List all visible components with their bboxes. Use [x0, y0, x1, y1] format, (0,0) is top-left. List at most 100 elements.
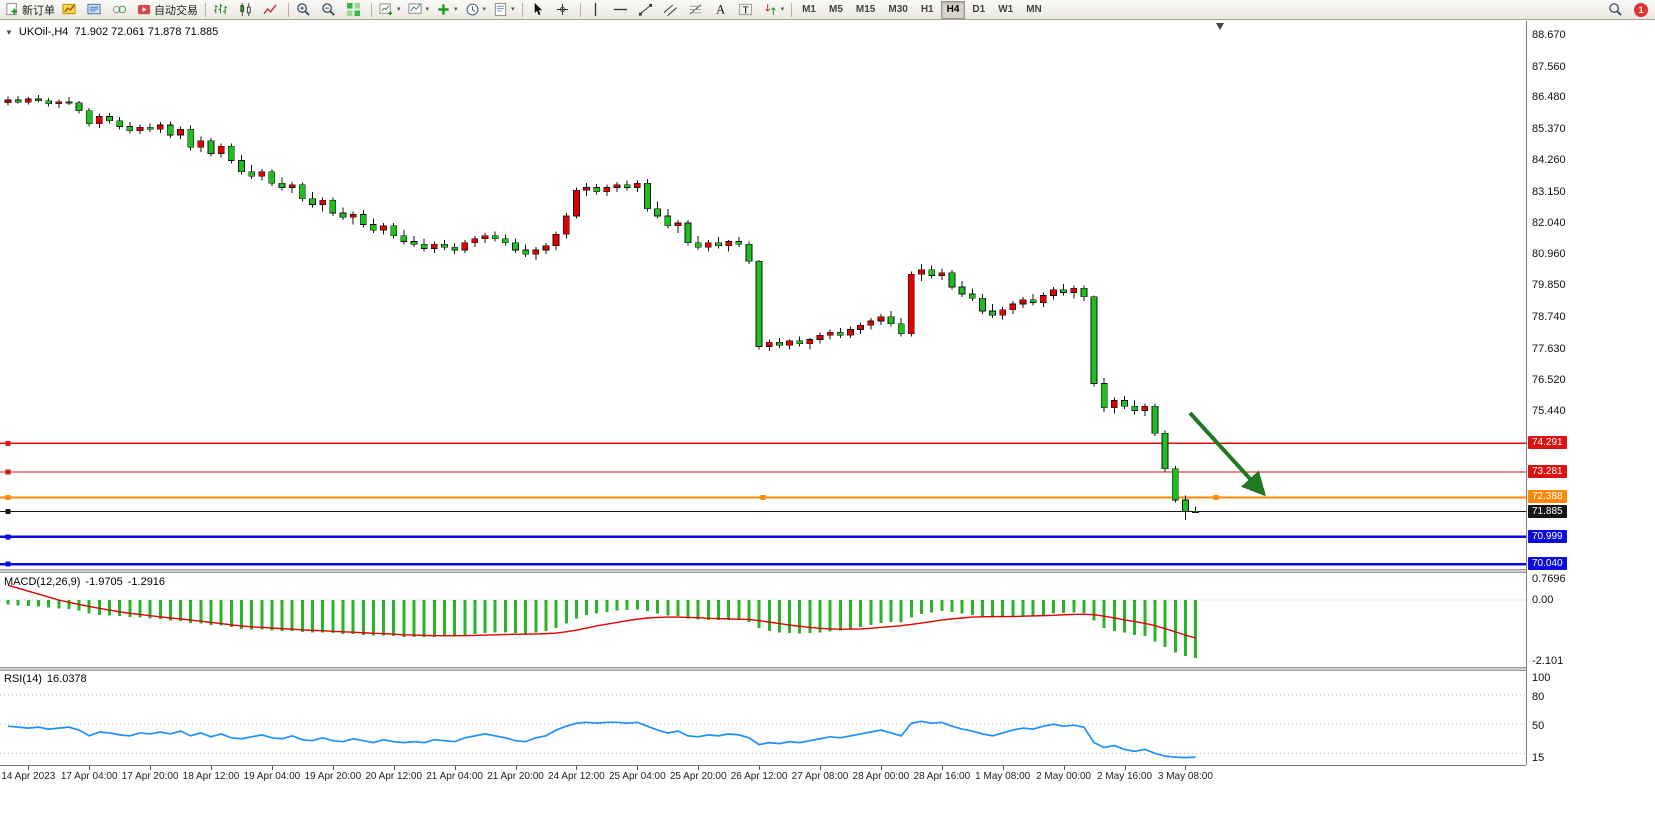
price-scale-label: 79.850: [1532, 279, 1566, 292]
time-axis-tick: [880, 766, 882, 770]
timeframe-m5[interactable]: M5: [829, 4, 843, 15]
macd-header: MACD(12,26,9) -1.9705 -1.2916: [4, 576, 170, 588]
horizontal-line-button[interactable]: [610, 0, 634, 20]
new-chart-button[interactable]: ▾: [376, 0, 404, 20]
bar-chart-icon: [213, 2, 228, 17]
cursor-button[interactable]: [527, 0, 551, 20]
time-axis-tick: [1063, 766, 1065, 770]
time-axis-tick: [454, 766, 456, 770]
price-scale-label: 88.670: [1532, 29, 1566, 41]
time-axis-label: 18 Apr 12:00: [182, 771, 240, 782]
auto-trading-icon: [137, 2, 152, 17]
indicators-button[interactable]: ▾: [433, 0, 461, 20]
price-tag: 71.885: [1528, 504, 1567, 518]
price-tag: 70.040: [1528, 557, 1567, 571]
chevron-down-icon: ▾: [482, 6, 487, 13]
candlestick-chart-button[interactable]: [235, 0, 259, 20]
time-axis-tick: [393, 766, 395, 770]
chart-shift-marker[interactable]: [1216, 23, 1224, 30]
fibonacci-icon: [688, 2, 703, 17]
panel-separator[interactable]: [0, 569, 1655, 573]
profiles-button[interactable]: ▾: [405, 0, 433, 20]
templates-icon: [493, 2, 508, 17]
candles-series: [4, 95, 1199, 520]
time-axis-label: 19 Apr 04:00: [243, 771, 301, 782]
time-axis-label: 17 Apr 20:00: [121, 771, 179, 782]
timeframe-m1[interactable]: M1: [802, 4, 816, 15]
time-axis-label: 21 Apr 20:00: [487, 771, 544, 782]
time-axis-label: 1 May 08:00: [975, 771, 1031, 782]
price-scale-label: 87.560: [1532, 60, 1566, 73]
tile-windows-button[interactable]: [343, 0, 367, 20]
time-axis-label: 3 May 08:00: [1157, 771, 1213, 782]
templates-button[interactable]: ▾: [490, 0, 518, 20]
price-scale-label: 85.370: [1532, 122, 1566, 135]
arrows-button[interactable]: ▾: [760, 0, 788, 20]
time-axis-tick: [1185, 766, 1187, 770]
vertical-line-button[interactable]: [585, 0, 609, 20]
macd-scale-label: 0.00: [1532, 594, 1554, 606]
indicators-icon: [436, 2, 451, 17]
zoom-in-button[interactable]: [293, 0, 317, 20]
time-axis-tick: [941, 766, 943, 770]
time-axis[interactable]: 14 Apr 2023 17 Apr 04:00 17 Apr 20:00 18 Ap…: [0, 765, 1526, 783]
search-icon[interactable]: [1605, 0, 1629, 20]
tile-windows-icon: [346, 2, 361, 17]
macd-value-main: -1.9705: [85, 576, 123, 588]
time-axis-label: 20 Apr 12:00: [365, 771, 423, 782]
timeframe-d1[interactable]: D1: [972, 4, 986, 15]
new-order-icon: [5, 2, 20, 17]
macd-panel[interactable]: [0, 572, 1526, 668]
timeframe-m15[interactable]: M15: [855, 4, 876, 15]
trendline-button[interactable]: [635, 0, 659, 20]
crosshair-button[interactable]: [552, 0, 576, 20]
rsi-scale-label: 50: [1532, 720, 1545, 732]
price-scale-label: 77.630: [1532, 342, 1566, 355]
timeframe-m30[interactable]: M30: [888, 4, 908, 15]
timeframe-h4[interactable]: H4: [940, 0, 966, 19]
panel-separator[interactable]: [0, 667, 1655, 671]
label-icon: T: [738, 2, 753, 17]
time-axis-tick: [1002, 766, 1004, 770]
line-chart-button[interactable]: [260, 0, 284, 20]
one-click-trading-toggle[interactable]: ▼: [5, 27, 13, 37]
charts-button[interactable]: [59, 0, 83, 20]
periods-button[interactable]: ▾: [462, 0, 490, 20]
auto-trading-button[interactable]: 自动交易: [134, 0, 201, 20]
svg-text:A: A: [716, 3, 725, 17]
trendline-icon: [638, 2, 653, 17]
rsi-header: RSI(14) 16.0378: [4, 673, 92, 685]
rsi-panel[interactable]: [0, 670, 1526, 765]
new-order-label: 新订单: [22, 4, 55, 17]
macd-histogram: [6, 600, 1198, 659]
price-chart[interactable]: [0, 21, 1526, 570]
market-watch-button[interactable]: [84, 0, 108, 20]
timeframe-mn[interactable]: MN: [1026, 4, 1042, 15]
line-chart-icon: [263, 2, 278, 17]
time-axis-label: 25 Apr 04:00: [608, 771, 666, 782]
price-scale[interactable]: 88.670 87.560 86.480 85.370 84.260 83.150 82.0…: [1526, 21, 1655, 765]
fibonacci-button[interactable]: [685, 0, 709, 20]
ohlc-values: 71.902 72.061 71.878 71.885: [74, 26, 219, 38]
price-scale-label: 84.260: [1532, 154, 1566, 167]
channel-button[interactable]: [660, 0, 684, 20]
time-axis-tick: [698, 766, 700, 770]
new-order-button[interactable]: 新订单: [2, 0, 58, 20]
price-scale-label: 80.960: [1532, 247, 1566, 260]
symbol-period: UKOil-,H4: [18, 26, 69, 38]
label-button[interactable]: T: [735, 0, 759, 20]
time-axis-label: 2 May 16:00: [1096, 771, 1153, 782]
bar-chart-button[interactable]: [210, 0, 234, 20]
time-axis-label: 28 Apr 00:00: [852, 771, 910, 782]
price-scale-label: 82.040: [1532, 217, 1566, 230]
zoom-in-icon: [296, 2, 311, 17]
timeframe-h1[interactable]: H1: [920, 4, 934, 15]
time-axis-label: 14 Apr 2023: [1, 771, 56, 782]
price-tag: 70.999: [1528, 529, 1567, 543]
macd-scale-label: -2.101: [1532, 655, 1564, 667]
timeframe-w1[interactable]: W1: [998, 4, 1014, 15]
data-window-button[interactable]: [109, 0, 133, 20]
text-button[interactable]: A: [710, 0, 734, 20]
notification-badge[interactable]: 1: [1634, 2, 1648, 17]
zoom-out-button[interactable]: [318, 0, 342, 20]
